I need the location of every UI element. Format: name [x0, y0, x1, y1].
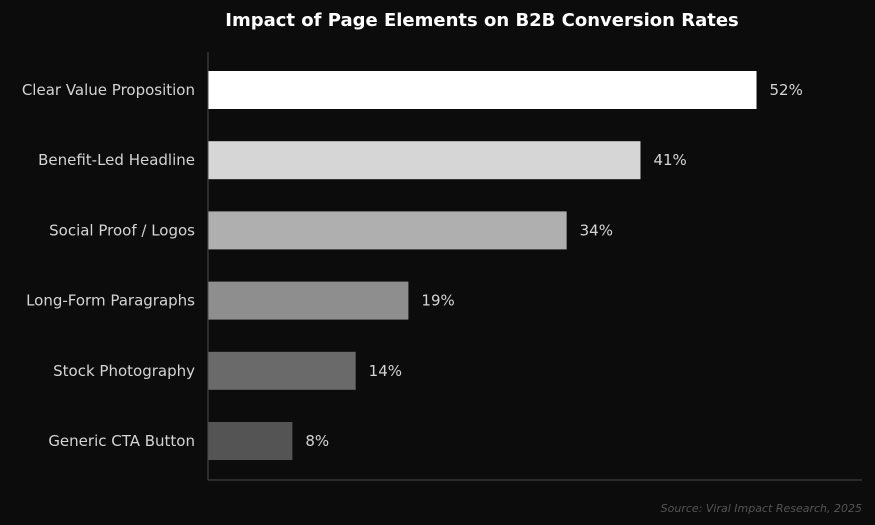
- value-label: 34%: [580, 221, 613, 239]
- category-label: Generic CTA Button: [48, 432, 195, 450]
- value-label: 52%: [770, 81, 803, 99]
- bar: [208, 211, 567, 250]
- bar: [208, 141, 641, 180]
- category-label: Long-Form Paragraphs: [26, 292, 195, 310]
- bar: [208, 281, 409, 320]
- category-labels-group: Clear Value Proposition Benefit-Led Headl…: [22, 81, 195, 450]
- value-label: 8%: [305, 432, 329, 450]
- value-label: 14%: [369, 362, 402, 380]
- value-labels-group: 52% 41% 34% 19% 14% 8%: [305, 81, 802, 450]
- bars-group: [208, 71, 757, 460]
- category-label: Clear Value Proposition: [22, 81, 195, 99]
- chart-title: Impact of Page Elements on B2B Conversio…: [225, 10, 739, 31]
- value-label: 41%: [653, 151, 686, 169]
- value-label: 19%: [421, 292, 454, 310]
- bar: [208, 71, 757, 109]
- category-label: Stock Photography: [53, 362, 195, 380]
- source-note: Source: Viral Impact Research, 2025: [661, 502, 862, 515]
- bar: [208, 422, 293, 460]
- category-label: Social Proof / Logos: [49, 221, 195, 239]
- category-label: Benefit-Led Headline: [38, 151, 195, 169]
- bar: [208, 351, 356, 390]
